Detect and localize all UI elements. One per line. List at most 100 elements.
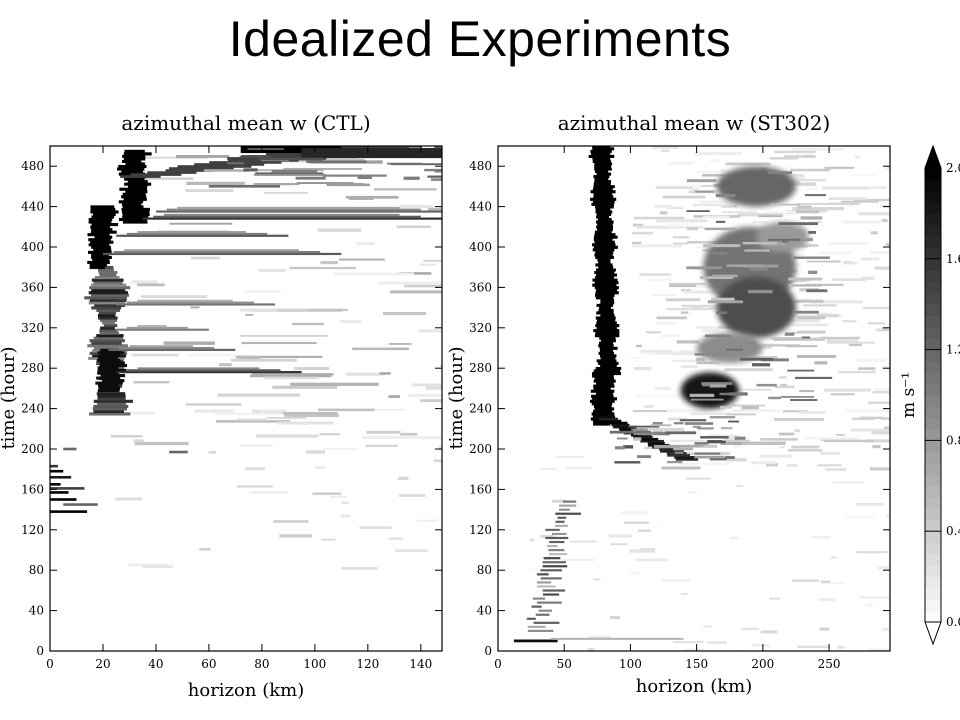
st-eyewall bbox=[592, 200, 615, 204]
st-weak-streak bbox=[825, 468, 847, 472]
ctl-weak-streak bbox=[237, 418, 266, 421]
st-weak-streak bbox=[653, 205, 672, 208]
st-weak-streak bbox=[765, 210, 796, 213]
st-weak-streak bbox=[655, 322, 676, 325]
y-tick-label: 280 bbox=[21, 361, 44, 375]
ctl-weak-streak bbox=[427, 207, 442, 212]
ctl-weak-streak bbox=[395, 549, 428, 553]
ctl-plot-frame bbox=[49, 145, 443, 652]
st-weak-streak bbox=[680, 592, 688, 595]
st-eyewall bbox=[597, 228, 613, 232]
st-weak-streak bbox=[737, 213, 784, 217]
st-eyewall bbox=[598, 351, 614, 355]
colorbar-segment bbox=[925, 576, 941, 589]
st-weak-streak bbox=[551, 499, 566, 503]
st-spinup-updraft bbox=[555, 512, 582, 515]
st-eyewall bbox=[593, 387, 611, 391]
ctl-weak-streak bbox=[219, 363, 232, 367]
st-eyewall bbox=[598, 260, 611, 265]
st-weak-streak bbox=[725, 162, 771, 166]
st-eyewall bbox=[593, 175, 610, 179]
ctl-outer-streak bbox=[295, 176, 326, 180]
st-spinup-updraft bbox=[549, 540, 565, 544]
st-weak-streak bbox=[655, 186, 693, 189]
ctl-weak-streak bbox=[190, 306, 200, 309]
st-weak-streak bbox=[659, 334, 680, 337]
st-spinup-updraft bbox=[535, 613, 550, 616]
st-weak-streak bbox=[731, 404, 766, 407]
st-branch-streak bbox=[633, 428, 648, 432]
st-branch-streak bbox=[694, 452, 721, 455]
st-weak-streak bbox=[681, 304, 733, 308]
y-tick-label: 440 bbox=[469, 200, 492, 214]
st-weak-streak bbox=[778, 376, 787, 379]
st-weak-streak bbox=[870, 251, 890, 254]
st-weak-streak bbox=[684, 648, 705, 651]
ctl-outer-streak bbox=[403, 176, 420, 180]
ctl-eyewall bbox=[93, 409, 124, 413]
y-tick-label: 280 bbox=[469, 361, 492, 375]
ctl-outer-streak bbox=[253, 173, 326, 176]
st-outer-streak bbox=[778, 222, 819, 225]
st-eyewall bbox=[595, 255, 614, 259]
st-eyewall bbox=[595, 316, 616, 320]
ctl-rainband bbox=[142, 217, 442, 220]
ctl-eyewall-outer bbox=[123, 197, 147, 201]
st-eyewall bbox=[593, 422, 611, 426]
st-weak-streak bbox=[639, 547, 655, 551]
st-outer-updraft bbox=[680, 372, 740, 409]
st-eyewall bbox=[595, 210, 613, 214]
st-weak-streak bbox=[792, 206, 845, 211]
ctl-eyewall bbox=[84, 296, 128, 300]
st-branch-streak bbox=[673, 447, 693, 451]
ctl-eyewall bbox=[97, 313, 116, 318]
colorbar-segment bbox=[925, 168, 941, 180]
st-branch-streak bbox=[692, 425, 701, 428]
st-outer-streak bbox=[719, 406, 732, 409]
ctl-weak-streak bbox=[133, 380, 170, 384]
st-outer-streak bbox=[801, 336, 811, 339]
ctl-weak-streak bbox=[312, 492, 341, 496]
st-weak-streak bbox=[851, 173, 875, 177]
ctl-weak-streak bbox=[199, 547, 211, 551]
st-spinup-updraft bbox=[533, 621, 560, 624]
st-weak-streak bbox=[632, 241, 642, 245]
st-weak-streak bbox=[666, 206, 683, 209]
ctl-eyewall-core bbox=[97, 389, 120, 393]
ctl-eyewall bbox=[104, 324, 118, 328]
ctl-eyewall bbox=[88, 301, 126, 305]
st-eyewall bbox=[594, 180, 612, 184]
st-weak-streak bbox=[693, 152, 742, 155]
ctl-weak-streak bbox=[317, 408, 375, 412]
ctl-weak-streak bbox=[131, 280, 158, 284]
st-weak-streak bbox=[679, 350, 701, 354]
st-weak-streak bbox=[882, 627, 890, 632]
st-eyewall bbox=[596, 326, 617, 330]
st-outer-streak bbox=[704, 334, 731, 338]
st-spinup-updraft bbox=[557, 516, 567, 519]
ctl-weak-streak bbox=[293, 367, 330, 371]
st-eyewall bbox=[593, 245, 618, 249]
st-eyewall bbox=[596, 225, 614, 229]
ctl-weak-streak bbox=[317, 228, 362, 232]
ctl-weak-streak bbox=[240, 308, 278, 312]
st-eyewall bbox=[599, 346, 618, 350]
colorbar-segment bbox=[925, 553, 941, 566]
ctl-weak-streak bbox=[309, 308, 348, 311]
ctl-eyewall-inner bbox=[89, 263, 107, 267]
ctl-outer-band bbox=[301, 148, 442, 159]
ctl-outer-streak bbox=[283, 168, 363, 170]
st-spinup-updraft bbox=[545, 528, 560, 531]
st-weak-streak bbox=[870, 231, 878, 235]
st-outer-streak bbox=[715, 311, 728, 314]
st-eyewall bbox=[595, 293, 615, 297]
st-eyewall bbox=[592, 248, 615, 252]
st-weak-streak bbox=[792, 579, 819, 582]
st-weak-streak bbox=[629, 549, 656, 553]
st-outer-streak bbox=[696, 361, 722, 365]
ctl-outer-streak bbox=[208, 185, 280, 188]
st-eyewall bbox=[591, 402, 613, 406]
ctl-eyewall-outer bbox=[124, 149, 145, 153]
st-branch-streak bbox=[728, 420, 740, 423]
st-outer-streak bbox=[751, 363, 771, 367]
